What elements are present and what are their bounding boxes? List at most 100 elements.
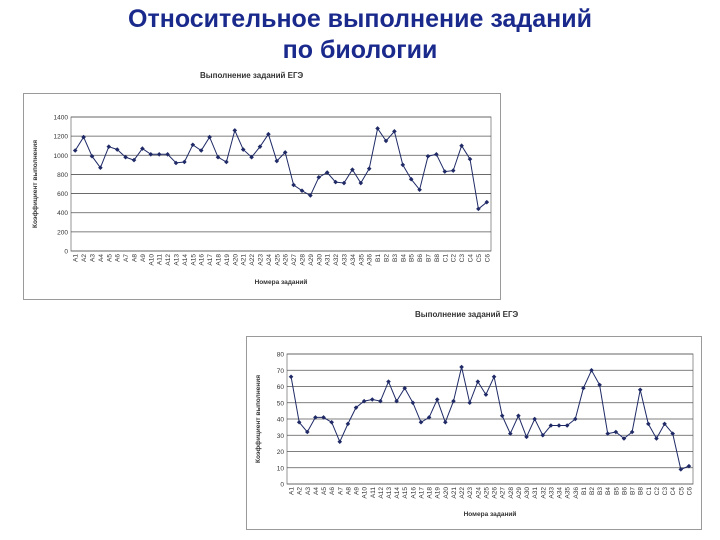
chart-2-data-point — [581, 385, 586, 391]
chart-1-data-point — [98, 165, 103, 171]
chart-2-data-point — [499, 413, 505, 419]
chart-1-data-point — [240, 147, 246, 152]
chart-2-x-tick-label: A8 — [345, 487, 352, 495]
chart-2-data-point — [605, 431, 611, 436]
chart-2-data-point — [621, 436, 627, 441]
chart-2-data-point — [475, 379, 481, 384]
chart-2-data-point — [548, 423, 554, 428]
chart-2-x-tick-label: A20 — [443, 487, 450, 499]
chart-2-data-point — [613, 429, 619, 435]
chart-1-x-tick-label: A31 — [325, 254, 332, 266]
chart-1-x-tick-label: A5 — [106, 254, 113, 262]
chart-2-x-tick-label: A15 — [402, 487, 409, 499]
chart-1-x-tick-label: A21 — [241, 254, 248, 266]
chart-2-x-tick-label: A17 — [418, 487, 425, 499]
chart-1-y-tick-label: 200 — [57, 229, 68, 236]
chart-1-x-tick-label: C5 — [476, 254, 483, 263]
chart-1-data-point — [232, 128, 238, 133]
chart-2-data-point — [467, 400, 472, 406]
chart-1-data-point — [308, 193, 313, 198]
chart-2-x-tick-label: B7 — [630, 487, 637, 495]
chart-1-data-point — [459, 143, 464, 149]
chart-2-x-tick-label: B3 — [597, 487, 604, 495]
chart-2-data-point — [369, 397, 375, 402]
chart-1-series-line — [74, 127, 488, 210]
chart-2-data-point — [637, 387, 643, 393]
chart-1-x-tick-label: A32 — [333, 254, 340, 266]
chart-1-x-tick-label: A28 — [300, 254, 307, 266]
chart-1-x-tick-label: C2 — [451, 254, 458, 263]
chart-2-x-tick-label: A6 — [329, 487, 336, 495]
chart-2-x-tick-label: C1 — [646, 487, 653, 496]
chart-2-x-tick-label: B6 — [621, 487, 628, 495]
chart-2-data-point — [386, 379, 391, 384]
chart-1-data-point — [392, 129, 397, 134]
chart-2-x-tick-label: A27 — [500, 487, 507, 499]
chart-1-data-point — [89, 153, 95, 159]
chart-1-x-tick-label: A9 — [140, 254, 147, 262]
chart-1-x-tick-label: A13 — [174, 254, 181, 266]
chart-1-data-point — [81, 134, 86, 140]
chart-1-data-point — [198, 148, 204, 153]
chart-2-x-tick-label: A23 — [467, 487, 474, 499]
chart-2-x-tick-label: C2 — [654, 487, 661, 496]
chart-1-x-tick-label: A8 — [132, 254, 139, 262]
chart-2-x-tick-label: A16 — [410, 487, 417, 499]
chart-2-x-tick-label: B8 — [638, 487, 645, 495]
chart-2-data-point — [556, 423, 562, 428]
chart-2-data-point — [451, 398, 456, 404]
chart-2-data-point — [443, 419, 448, 425]
chart-1-x-tick-label: A6 — [115, 254, 122, 262]
chart-1-data-point — [72, 148, 78, 153]
chart-2-data-point — [678, 467, 684, 472]
chart-2-x-tick-label: B4 — [605, 487, 612, 495]
chart-1-y-axis-label: Коэффициент выполнения — [32, 140, 39, 228]
chart-2-x-tick-label: A9 — [354, 487, 361, 495]
chart-2-x-tick-label: A35 — [565, 487, 572, 499]
chart-2-x-tick-label: A33 — [548, 487, 555, 499]
chart-2-data-point — [418, 419, 424, 425]
slide-title-line-1: Относительное выполнение заданий — [128, 5, 592, 33]
chart-2-x-tick-label: A26 — [492, 487, 499, 499]
chart-1-y-tick-label: 1000 — [54, 153, 69, 160]
chart-2-x-tick-label: A34 — [557, 487, 564, 499]
chart-2-y-tick-label: 80 — [277, 352, 285, 359]
slide-title-line-2: по биологии — [282, 36, 438, 64]
chart-1-x-tick-label: A23 — [258, 254, 265, 266]
chart-2-data-point — [662, 421, 667, 427]
chart-2-x-tick-label: C6 — [686, 487, 693, 496]
chart-2-data-point — [524, 434, 529, 440]
chart-2-title: Выполнение заданий ЕГЭ — [415, 310, 519, 319]
chart-1-data-point — [350, 167, 355, 172]
chart-1-x-tick-label: C6 — [484, 254, 491, 263]
chart-1-data-point — [417, 187, 422, 193]
chart-2-x-tick-label: A13 — [386, 487, 393, 499]
chart-1-data-point — [442, 169, 448, 174]
chart-2-data-point — [345, 421, 351, 427]
chart-2-data-point — [670, 431, 675, 436]
chart-1-x-tick-label: A11 — [157, 254, 164, 265]
chart-2-x-tick-label: A14 — [394, 487, 401, 499]
chart-1-x-tick-label: A7 — [123, 254, 130, 262]
chart-1-x-tick-label: A17 — [207, 254, 214, 266]
chart-2-data-point — [508, 431, 513, 436]
chart-2-x-tick-label: A18 — [427, 487, 434, 499]
chart-2-y-tick-label: 0 — [280, 482, 284, 489]
chart-2-x-tick-label: A5 — [321, 487, 328, 495]
chart-1-data-point — [324, 170, 330, 175]
chart-2-frame: 0 10 20 30 40 50 60 70 80 A1 A2 A3 A4 A5 A6 A7 A8 A9 A10 A1… — [246, 336, 702, 530]
chart-2-x-tick-label: A4 — [313, 487, 320, 495]
chart-1-y-tick-label: 0 — [64, 249, 68, 256]
chart-2-x-tick-label: A24 — [475, 487, 482, 499]
chart-2-x-tick-label: A28 — [508, 487, 515, 499]
chart-1-x-tick-label: A16 — [199, 254, 206, 266]
chart-1-data-point — [450, 168, 456, 173]
chart-1-x-tick-label: A34 — [350, 254, 357, 266]
chart-1-frame: 0 200 400 600 800 1000 1200 1400 A1 A2 A3 A4 A5 A6 A7 A… — [23, 93, 501, 300]
chart-1-x-tick-label: A24 — [266, 254, 273, 266]
chart-2-series-line — [290, 366, 690, 471]
chart-2-x-tick-label: A29 — [516, 487, 523, 499]
chart-1-x-axis-label: Номера заданий — [255, 278, 308, 286]
chart-2-y-tick-label: 70 — [277, 368, 285, 375]
chart-2-x-tick-label: A36 — [573, 487, 580, 499]
